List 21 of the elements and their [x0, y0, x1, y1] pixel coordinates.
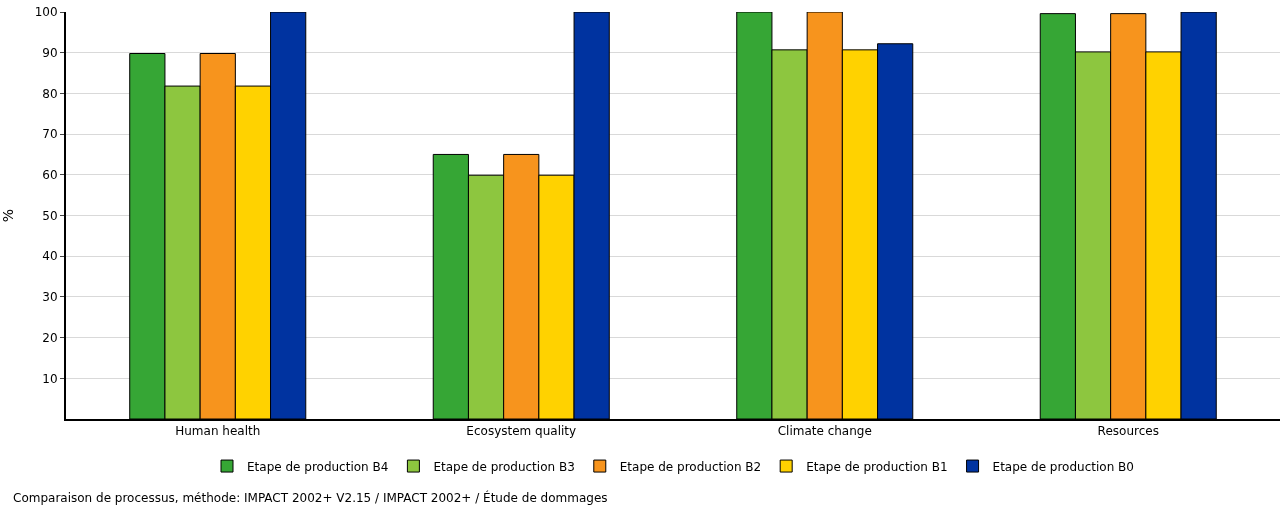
x-tick-label: Climate change [777, 424, 872, 439]
x-tick-label: Resources [1097, 424, 1159, 439]
y-tick-label: 60 [42, 168, 58, 182]
y-tick-label: 10 [42, 371, 58, 386]
y-tick-label: 100 [34, 5, 58, 20]
y-tick-label: 90 [42, 45, 58, 60]
y-tick-label: 40 [42, 249, 58, 264]
y-tick-label: 30 [42, 290, 58, 305]
y-tick-label: 50 [42, 208, 58, 223]
legend-label: Etape de production B0 [992, 459, 1134, 474]
y-tick-label: 80 [42, 86, 58, 101]
legend-label: Etape de production B3 [433, 459, 575, 474]
y-tick-label: 20 [42, 330, 58, 345]
legend-label: Etape de production B2 [619, 459, 762, 474]
legend-label: Etape de production B1 [806, 459, 948, 474]
text: Comparaison de processus, méthode: IMPACT 2002+ V2.15 / IMPACT 2002+ / Étude de dommages [13, 490, 608, 505]
legend-label: Etape de production B4 [247, 459, 389, 474]
x-tick-label: Human health [175, 424, 261, 439]
y-axis-title: % [0, 208, 16, 223]
y-tick-label: 70 [42, 127, 58, 142]
x-tick-label: Ecosystem quality [466, 424, 577, 439]
